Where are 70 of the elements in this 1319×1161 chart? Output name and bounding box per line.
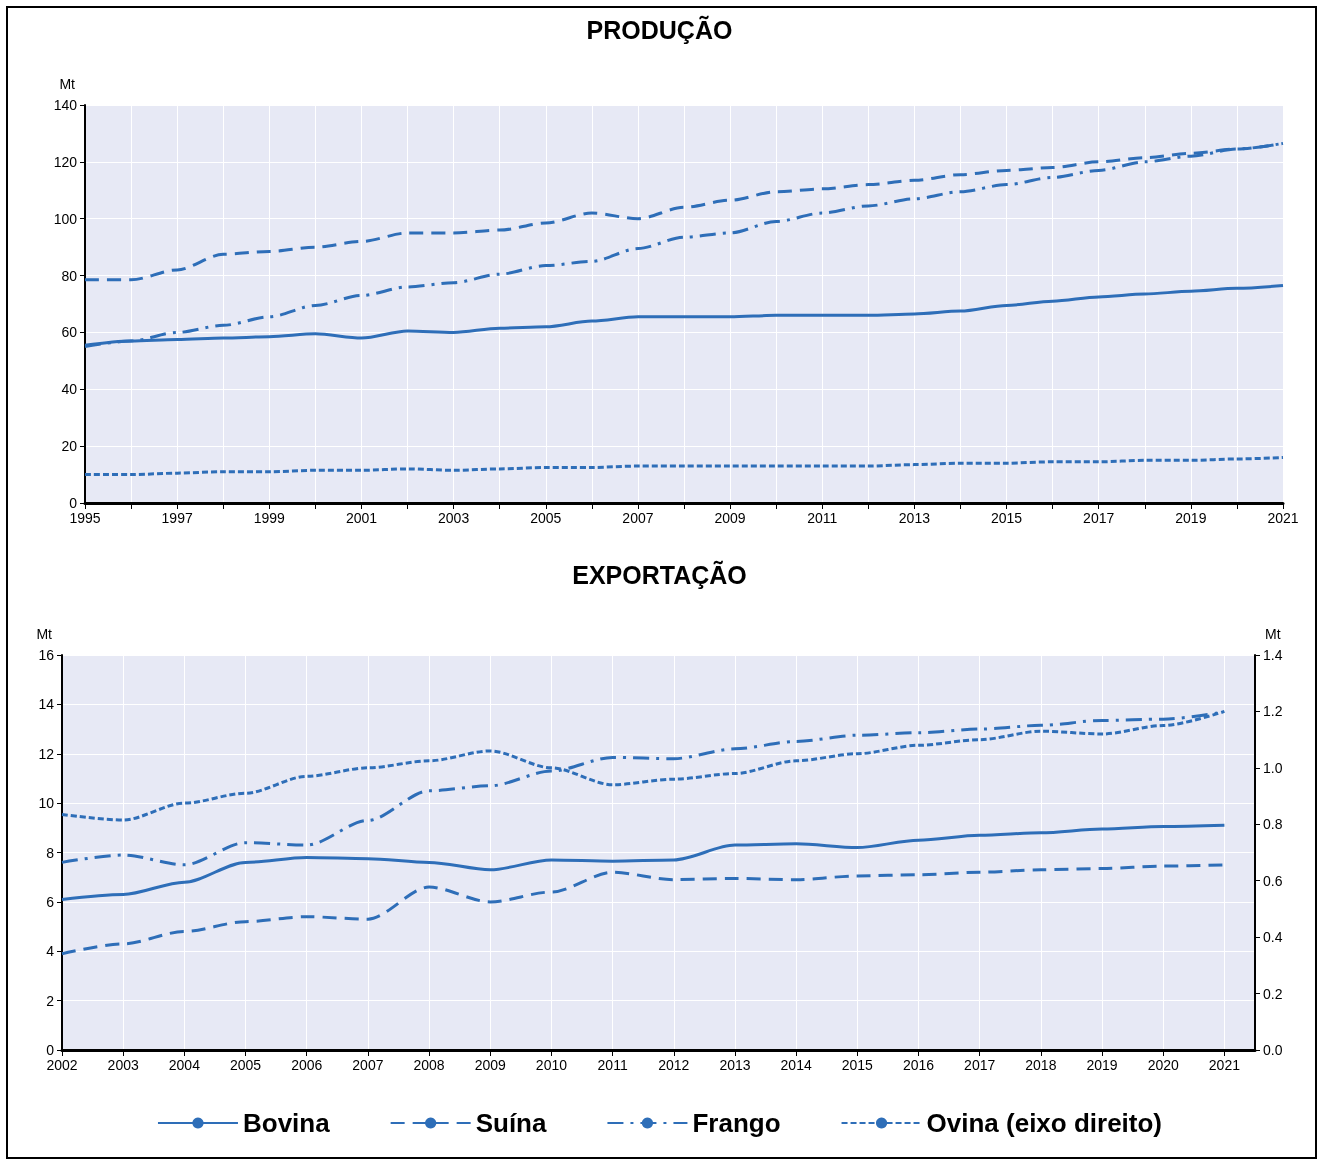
y-tick-label: 4 [46,943,55,960]
x-tick-label: 2009 [714,510,746,526]
x-tick-label: 2006 [291,1057,323,1073]
x-tick-label: 2005 [229,1057,262,1073]
y2-tick-label: 1.2 [1263,703,1283,720]
y2-tick-label: 0.8 [1263,816,1283,833]
legend-label: Frango [692,1108,781,1138]
x-tick-label: 2021 [1267,510,1299,526]
x-tick-label: 2011 [807,510,838,526]
y-tick-label: 14 [38,696,55,713]
x-tick-label: 2013 [719,1057,751,1073]
x-tick-label: 2008 [413,1057,445,1073]
y2-tick-label: 1.4 [1263,647,1283,663]
x-tick-label: 2015 [990,510,1023,526]
y-tick-label: 0 [46,1042,55,1058]
x-tick-label: 2007 [622,510,654,526]
x-tick-label: 2003 [107,1057,139,1073]
y-axis-title: Mt [59,76,76,92]
x-tick-label: 2016 [902,1057,935,1073]
x-tick-label: 2014 [780,1057,812,1073]
x-tick-label: 2004 [168,1057,201,1073]
y-tick-label: 140 [53,97,78,113]
chart-title: PRODUÇÃO [586,14,733,44]
y2-tick-label: 1.0 [1263,759,1283,776]
x-tick-label: 2007 [352,1057,384,1073]
x-tick-label: 2018 [1025,1057,1057,1073]
x-tick-label: 2001 [345,510,378,526]
y-tick-label: 2 [46,992,55,1009]
y-axis-title: Mt [36,626,53,642]
x-tick-label: 2021 [1208,1057,1241,1073]
legend-label: Suína [475,1108,547,1138]
y-tick-label: 40 [61,381,78,398]
y-tick-label: 60 [61,324,78,341]
x-tick-label: 2011 [597,1057,628,1073]
y-tick-label: 100 [53,210,78,227]
y-tick-label: 6 [46,893,55,910]
legend-label: Ovina (eixo direito) [926,1108,1163,1138]
y-tick-label: 16 [38,647,55,663]
x-tick-label: 2012 [658,1057,690,1073]
y2-tick-label: 0.0 [1263,1042,1283,1058]
x-tick-label: 2013 [898,510,931,526]
x-tick-label: 1999 [253,510,286,526]
x-tick-label: 2009 [474,1057,507,1073]
x-tick-label: 2015 [841,1057,874,1073]
x-tick-label: 2019 [1086,1057,1118,1073]
y-tick-label: 8 [46,844,55,861]
x-tick-label: 2010 [535,1057,568,1073]
x-tick-label: 2017 [964,1057,996,1073]
x-tick-label: 1995 [69,510,101,526]
legend-label: Bovina [242,1108,331,1138]
x-tick-label: 2002 [46,1057,78,1073]
y-tick-label: 20 [61,438,78,455]
x-tick-label: 2019 [1175,510,1207,526]
y2-tick-label: 0.6 [1263,872,1283,889]
y-tick-label: 12 [38,745,55,762]
x-tick-label: 1997 [161,510,193,526]
chart-title: EXPORTAÇÃO [572,559,747,589]
x-tick-label: 2003 [438,510,470,526]
x-tick-label: 2020 [1147,1057,1180,1073]
x-tick-label: 2017 [1083,510,1115,526]
line-series [60,823,1226,901]
y-tick-label: 0 [69,495,78,511]
y-tick-label: 80 [61,267,78,284]
y2-axis-title: Mt [1265,626,1281,642]
x-tick-label: 2005 [530,510,562,526]
y-tick-label: 10 [38,795,55,812]
y2-tick-label: 0.4 [1263,929,1283,946]
y2-tick-label: 0.2 [1263,985,1283,1002]
y-tick-label: 120 [53,153,78,170]
line-series [83,456,1285,477]
